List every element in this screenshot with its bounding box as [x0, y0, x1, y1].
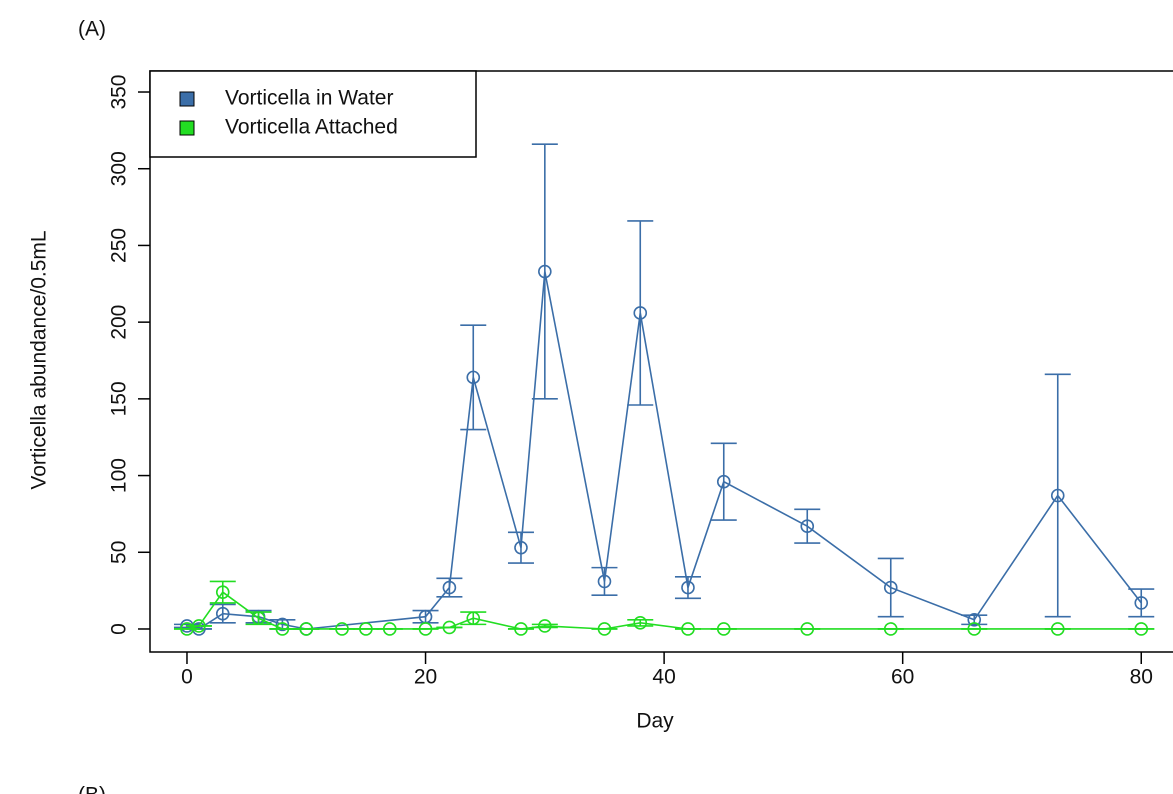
y-tick-label: 150 [108, 381, 131, 416]
y-tick-label: 350 [108, 74, 131, 109]
legend-label: Vorticella Attached [225, 116, 398, 139]
error-bar [877, 557, 904, 618]
data-point [466, 370, 481, 385]
x-tick-label: 60 [891, 666, 914, 689]
legend-swatch [179, 120, 195, 136]
error-bar [209, 580, 236, 604]
y-tick-label: 100 [108, 458, 131, 493]
error-bar [710, 442, 737, 521]
plot-frame [149, 70, 1173, 653]
error-bar [1044, 373, 1071, 618]
error-bar [507, 531, 534, 564]
legend-swatch [179, 91, 195, 107]
data-point [716, 474, 731, 489]
x-tick-label: 20 [414, 666, 437, 689]
data-point [1134, 622, 1149, 636]
error-bar [627, 220, 654, 406]
data-point [192, 619, 206, 633]
y-tick-label: 0 [108, 623, 131, 635]
data-point [538, 619, 552, 633]
error-bar [460, 324, 487, 431]
error-bar [674, 576, 701, 600]
data-point [1050, 488, 1065, 503]
y-tick-label: 300 [108, 151, 131, 186]
data-point [800, 622, 815, 636]
data-point [359, 622, 373, 636]
data-point [538, 264, 552, 279]
error-bar [531, 623, 558, 629]
error-bar [794, 508, 821, 544]
data-point [382, 622, 397, 636]
data-point [800, 519, 815, 533]
error-bar [627, 618, 654, 627]
y-axis-label: Vorticella abundance/0.5mL [28, 230, 51, 489]
panel-label: (B) [78, 784, 106, 794]
error-bar [531, 143, 558, 400]
data-point [514, 540, 528, 555]
data-point [1050, 622, 1065, 636]
data-point [597, 622, 612, 636]
error-bar [412, 609, 439, 624]
data-point [514, 622, 528, 636]
data-point [633, 306, 648, 320]
legend-box [149, 70, 477, 158]
x-tick-label: 40 [652, 666, 675, 689]
x-axis-label: Day [636, 710, 674, 733]
data-point [597, 574, 612, 589]
error-bar [591, 566, 618, 597]
data-point [418, 622, 433, 636]
data-point [335, 622, 349, 636]
data-point [883, 580, 898, 595]
x-tick-label: 0 [181, 666, 193, 689]
error-bar [1128, 588, 1155, 618]
data-point [251, 611, 266, 626]
x-tick-label: 80 [1130, 666, 1153, 689]
data-point [442, 620, 457, 635]
y-tick-label: 250 [108, 228, 131, 263]
data-point [883, 622, 898, 636]
legend-label: Vorticella in Water [225, 87, 393, 110]
y-tick-label: 200 [108, 305, 131, 340]
data-point [275, 622, 290, 636]
series-line [186, 591, 1142, 630]
data-point [716, 622, 731, 636]
y-tick-label: 50 [108, 541, 131, 564]
data-point [466, 611, 481, 626]
series-line [186, 271, 1142, 630]
data-point [215, 606, 230, 621]
data-point [967, 612, 982, 627]
data-point [215, 585, 230, 599]
data-point [275, 617, 290, 632]
data-point [633, 616, 648, 630]
data-point [967, 622, 982, 636]
panel-label: (A) [78, 18, 106, 41]
data-point [1134, 596, 1149, 610]
data-point [681, 580, 695, 595]
data-point [299, 622, 314, 636]
data-point [442, 580, 457, 595]
data-point [681, 622, 695, 636]
